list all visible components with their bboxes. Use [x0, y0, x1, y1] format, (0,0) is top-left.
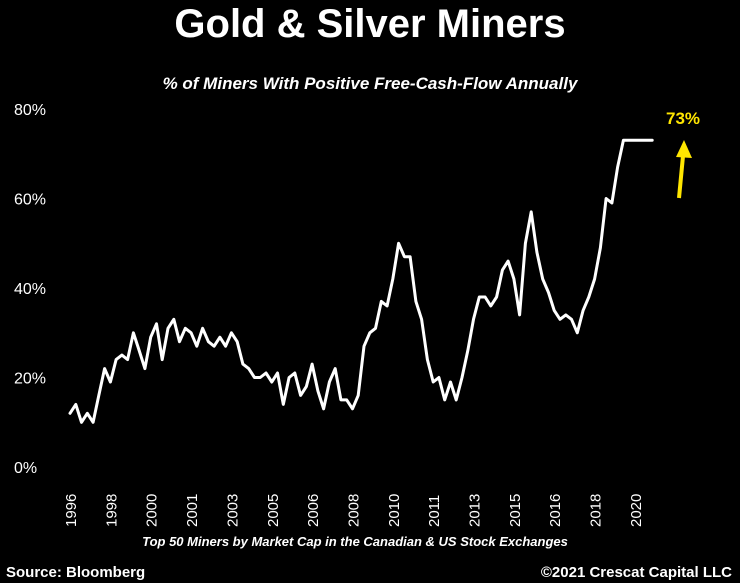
copyright-label: ©2021 Crescat Capital LLC [540, 564, 732, 581]
y-tick-label: 60% [14, 192, 46, 209]
y-axis: 0% 20% 40% 60% 80% [14, 102, 46, 477]
callout-arrow-shaft [677, 155, 685, 199]
x-tick-label: 2020 [628, 494, 645, 527]
source-label: Source: Bloomberg [6, 564, 146, 581]
callout-annotation: 73% [666, 109, 700, 199]
x-tick-label: 2018 [588, 494, 605, 527]
chart-subtitle: % of Miners With Positive Free-Cash-Flow… [162, 74, 578, 93]
y-tick-label: 80% [14, 102, 46, 119]
x-tick-label: 2000 [144, 494, 161, 527]
x-tick-label: 2008 [345, 494, 362, 527]
x-tick-label: 2011 [426, 495, 443, 527]
callout-label: 73% [666, 109, 700, 128]
x-tick-label: 2010 [386, 494, 403, 527]
x-tick-label: 2001 [184, 494, 201, 527]
x-tick-label: 2006 [305, 494, 322, 527]
x-tick-label: 1998 [103, 494, 120, 527]
series-line [68, 138, 654, 424]
chart-title: Gold & Silver Miners [174, 2, 566, 46]
x-tick-label: 2015 [507, 494, 524, 527]
y-tick-label: 0% [14, 460, 37, 477]
footnote: Top 50 Miners by Market Cap in the Canad… [142, 534, 568, 549]
x-tick-label: 2016 [547, 494, 564, 527]
y-tick-label: 20% [14, 371, 46, 388]
x-tick-label: 2013 [467, 494, 484, 527]
x-tick-label: 1996 [63, 494, 80, 527]
plot-area [68, 138, 654, 424]
y-tick-label: 40% [14, 281, 46, 298]
x-tick-label: 2005 [265, 494, 282, 527]
callout-arrow-head [676, 140, 692, 158]
x-axis: 1996 1998 2000 2001 2003 2005 2006 2008 2010 2011… [63, 494, 645, 527]
x-tick-label: 2003 [224, 494, 241, 527]
